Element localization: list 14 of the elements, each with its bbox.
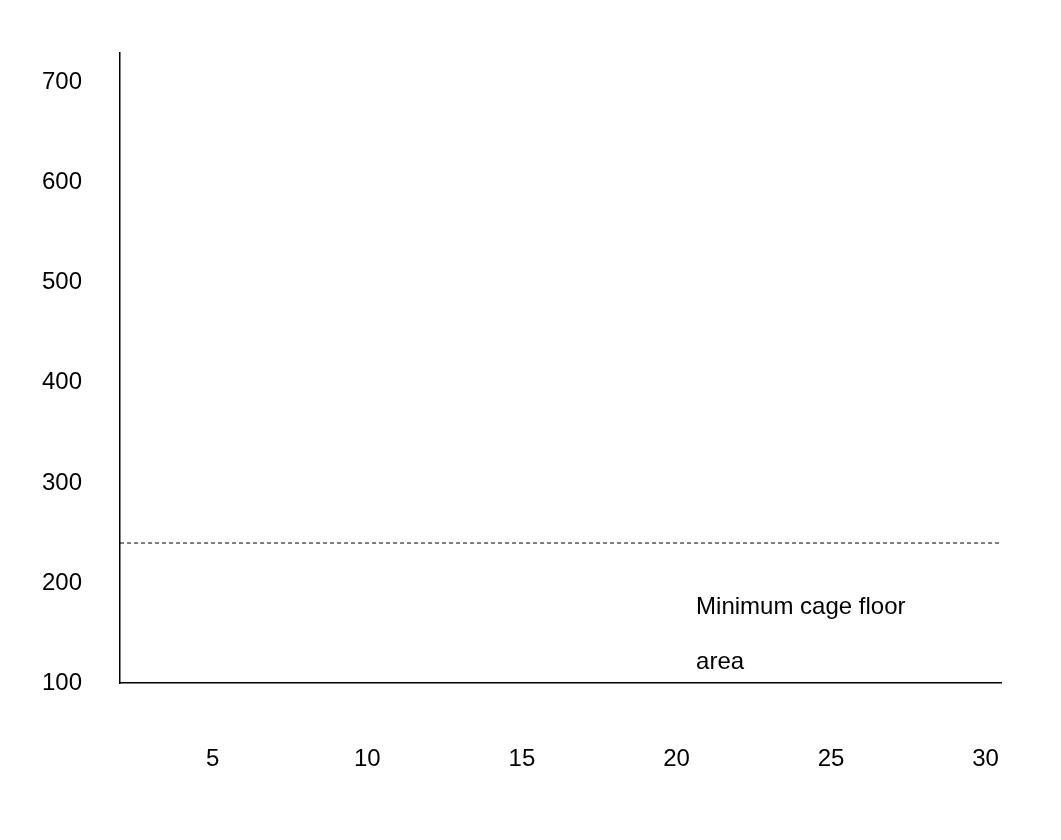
ref-line-label: Minimum cage floor area (696, 592, 906, 675)
y-tick-label: 100 (42, 667, 83, 695)
y-tick-label: 600 (42, 167, 83, 195)
y-tick-label: 700 (42, 67, 83, 95)
x-tick-label: 5 (206, 744, 220, 772)
y-tick-label: 400 (42, 367, 83, 395)
x-tick-label: 25 (817, 744, 845, 772)
x-tick-label: 15 (508, 744, 536, 772)
y-tick-label: 300 (42, 467, 83, 495)
x-tick-label: 10 (354, 744, 381, 772)
x-tick-label: 20 (663, 744, 690, 772)
x-tick-label: 30 (972, 744, 999, 772)
y-tick-label: 500 (42, 267, 83, 295)
y-tick-label: 200 (42, 567, 83, 595)
